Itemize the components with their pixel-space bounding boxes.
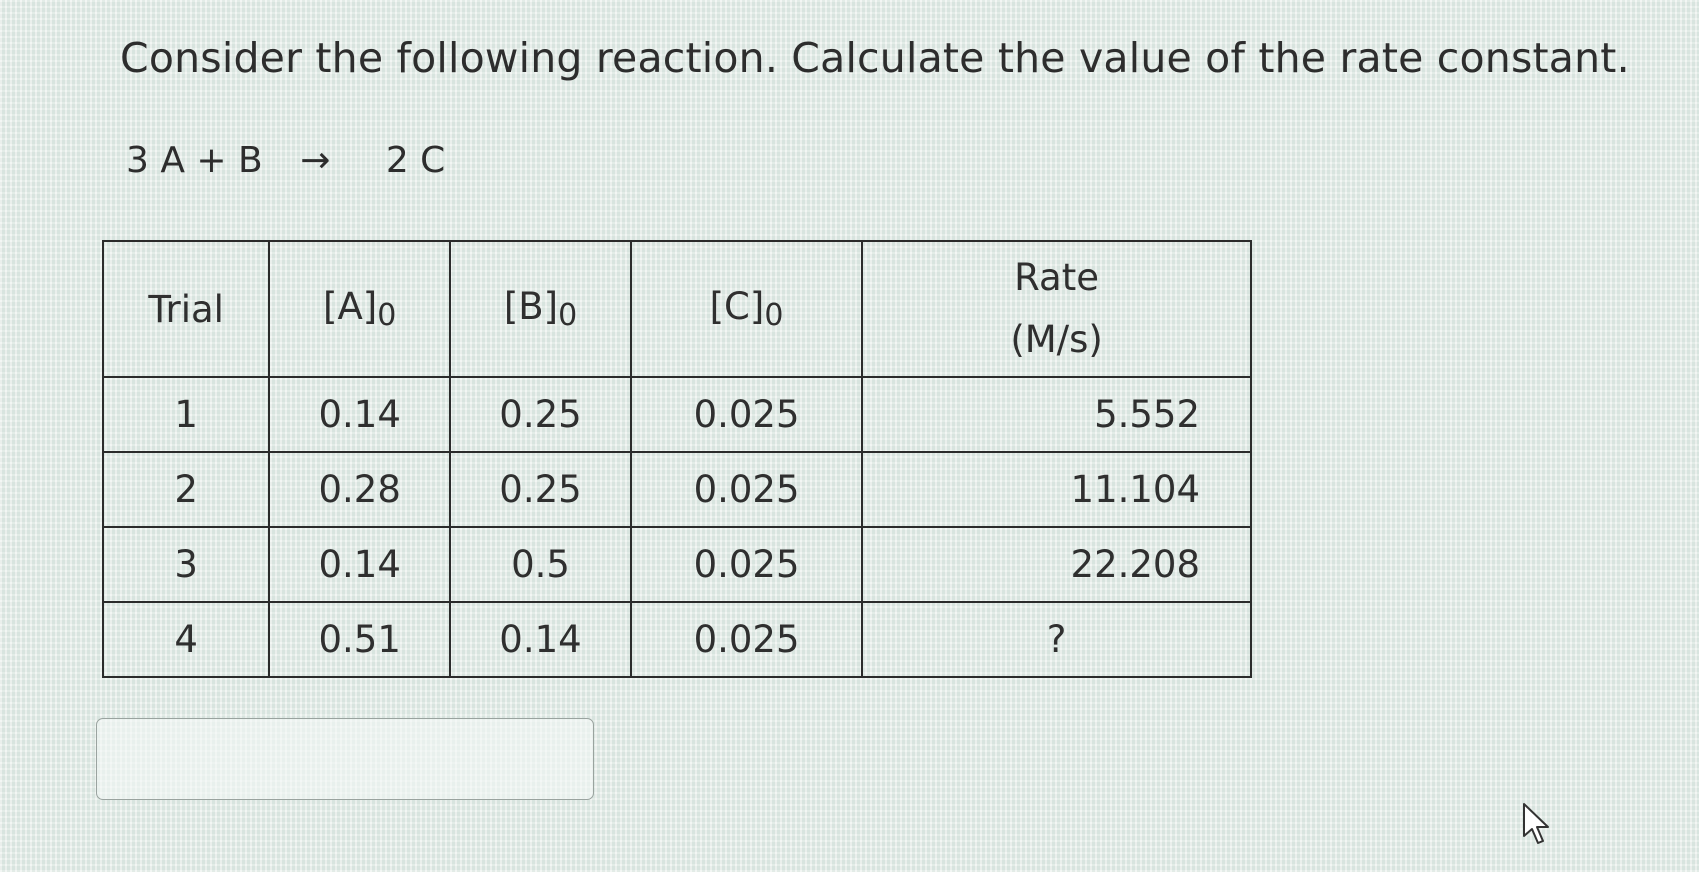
cell-b: 0.5 <box>449 526 632 603</box>
cell-b: 0.25 <box>449 451 632 528</box>
cell-trial: 2 <box>101 451 271 528</box>
cell-a: 0.14 <box>268 526 452 603</box>
header-a-label: [A] <box>323 285 378 328</box>
header-rate: Rate (M/s) <box>861 240 1252 378</box>
cell-rate: 5.552 <box>861 376 1252 453</box>
rate-data-table: Trial [A]0 [B]0 [C]0 Rate (M/s) 1 0.14 0.… <box>101 240 1252 678</box>
header-c-label: [C] <box>709 285 765 328</box>
reaction-equation: 3 A + B → 2 C <box>126 140 445 181</box>
cell-rate: ? <box>861 601 1252 678</box>
mouse-pointer-icon <box>1523 803 1549 844</box>
table-row: 2 0.28 0.25 0.025 11.104 <box>101 451 1252 528</box>
header-a-subscript: 0 <box>377 298 397 333</box>
cell-c: 0.025 <box>629 526 864 603</box>
header-c-concentration: [C]0 <box>629 240 864 378</box>
cell-trial: 1 <box>101 376 271 453</box>
table-row: 1 0.14 0.25 0.025 5.552 <box>101 376 1252 453</box>
answer-input[interactable] <box>96 718 594 800</box>
table-row: 3 0.14 0.5 0.025 22.208 <box>101 526 1252 603</box>
cell-c: 0.025 <box>629 451 864 528</box>
cell-a: 0.28 <box>268 451 452 528</box>
products: 2 C <box>385 140 446 181</box>
header-b-concentration: [B]0 <box>449 240 632 378</box>
reactants: 3 A + B <box>126 140 263 181</box>
cell-c: 0.025 <box>629 376 864 453</box>
header-b-subscript: 0 <box>558 298 578 333</box>
header-b-label: [B] <box>503 285 559 328</box>
header-trial: Trial <box>101 240 271 378</box>
cell-b: 0.14 <box>449 601 632 678</box>
header-c-subscript: 0 <box>764 298 784 333</box>
cell-rate: 11.104 <box>861 451 1252 528</box>
cell-a: 0.51 <box>268 601 452 678</box>
cell-a: 0.14 <box>268 376 452 453</box>
table-row: 4 0.51 0.14 0.025 ? <box>101 601 1252 678</box>
header-a-concentration: [A]0 <box>268 240 452 378</box>
reaction-arrow-icon: → <box>300 140 331 181</box>
table-header-row: Trial [A]0 [B]0 [C]0 Rate (M/s) <box>101 240 1252 378</box>
cell-rate: 22.208 <box>861 526 1252 603</box>
cell-trial: 4 <box>101 601 271 678</box>
question-text: Consider the following reaction. Calcula… <box>120 34 1630 82</box>
cell-b: 0.25 <box>449 376 632 453</box>
cell-trial: 3 <box>101 526 271 603</box>
header-rate-line2: (M/s) <box>1010 318 1103 361</box>
cell-c: 0.025 <box>629 601 864 678</box>
header-rate-line1: Rate <box>1014 256 1099 299</box>
